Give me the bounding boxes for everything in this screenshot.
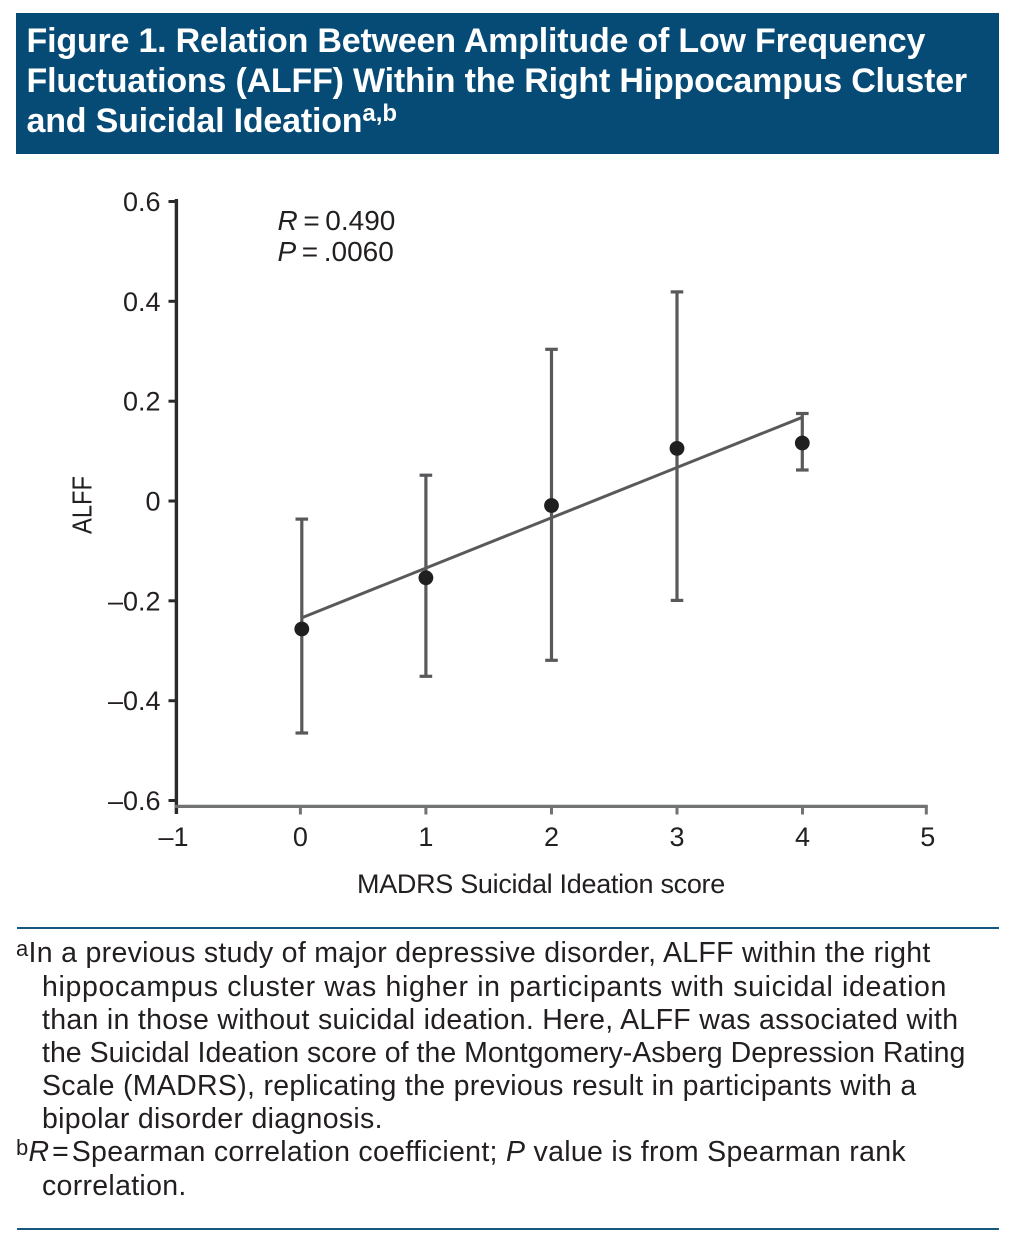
svg-text:–1: –1 — [158, 822, 188, 852]
svg-text:P = .0060: P = .0060 — [278, 236, 394, 267]
svg-text:MADRS Suicidal Ideation score: MADRS Suicidal Ideation score — [357, 869, 725, 899]
svg-text:–0.6: –0.6 — [108, 786, 161, 816]
svg-text:1: 1 — [418, 822, 433, 852]
svg-text:5: 5 — [920, 822, 935, 852]
svg-text:ALFF: ALFF — [67, 476, 98, 534]
svg-text:0.4: 0.4 — [123, 287, 161, 317]
svg-text:0.6: 0.6 — [123, 187, 161, 217]
svg-text:4: 4 — [795, 822, 810, 852]
svg-text:0: 0 — [293, 822, 308, 852]
svg-text:–0.4: –0.4 — [108, 686, 161, 716]
svg-text:0.2: 0.2 — [123, 387, 161, 417]
svg-text:–0.2: –0.2 — [108, 586, 161, 616]
svg-text:0: 0 — [145, 487, 160, 517]
svg-text:3: 3 — [669, 822, 684, 852]
svg-text:2: 2 — [544, 822, 559, 852]
svg-text:R = 0.490: R = 0.490 — [278, 205, 396, 236]
